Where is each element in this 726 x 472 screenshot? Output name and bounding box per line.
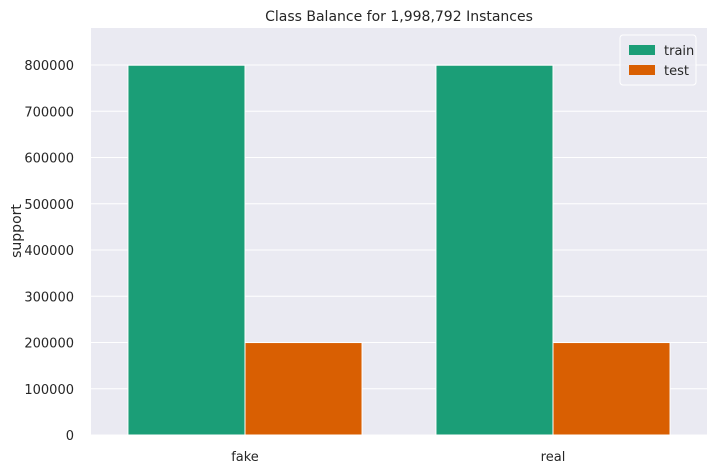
y-tick-label: 500000 bbox=[24, 198, 74, 213]
y-tick-label: 600000 bbox=[24, 152, 74, 167]
bar-test-real bbox=[552, 342, 671, 436]
y-tick-label: 200000 bbox=[24, 337, 74, 352]
legend-swatch-train bbox=[629, 45, 655, 55]
bar-test-fake bbox=[244, 342, 363, 436]
y-tick-label: 0 bbox=[66, 429, 74, 444]
legend-label-test: test bbox=[664, 64, 689, 79]
bars bbox=[127, 64, 671, 436]
bar-train-fake bbox=[127, 64, 246, 436]
legend-swatch-test bbox=[629, 65, 655, 75]
y-tick-label: 300000 bbox=[24, 290, 74, 305]
bar-train-real bbox=[435, 64, 554, 436]
legend-label-train: train bbox=[664, 44, 694, 59]
y-axis-label: support bbox=[9, 204, 25, 258]
chart-title: Class Balance for 1,998,792 Instances bbox=[265, 9, 533, 25]
y-axis-ticks: 0 100000 200000 300000 400000 500000 600000 700… bbox=[24, 59, 74, 444]
y-tick-label: 100000 bbox=[24, 383, 74, 398]
y-tick-label: 700000 bbox=[24, 105, 74, 120]
x-axis-ticks: fake real bbox=[231, 450, 565, 465]
x-tick-label-real: real bbox=[541, 450, 566, 465]
x-tick-label-fake: fake bbox=[231, 450, 259, 465]
y-tick-label: 400000 bbox=[24, 244, 74, 259]
y-tick-label: 800000 bbox=[24, 59, 74, 74]
legend: train test bbox=[619, 34, 697, 86]
